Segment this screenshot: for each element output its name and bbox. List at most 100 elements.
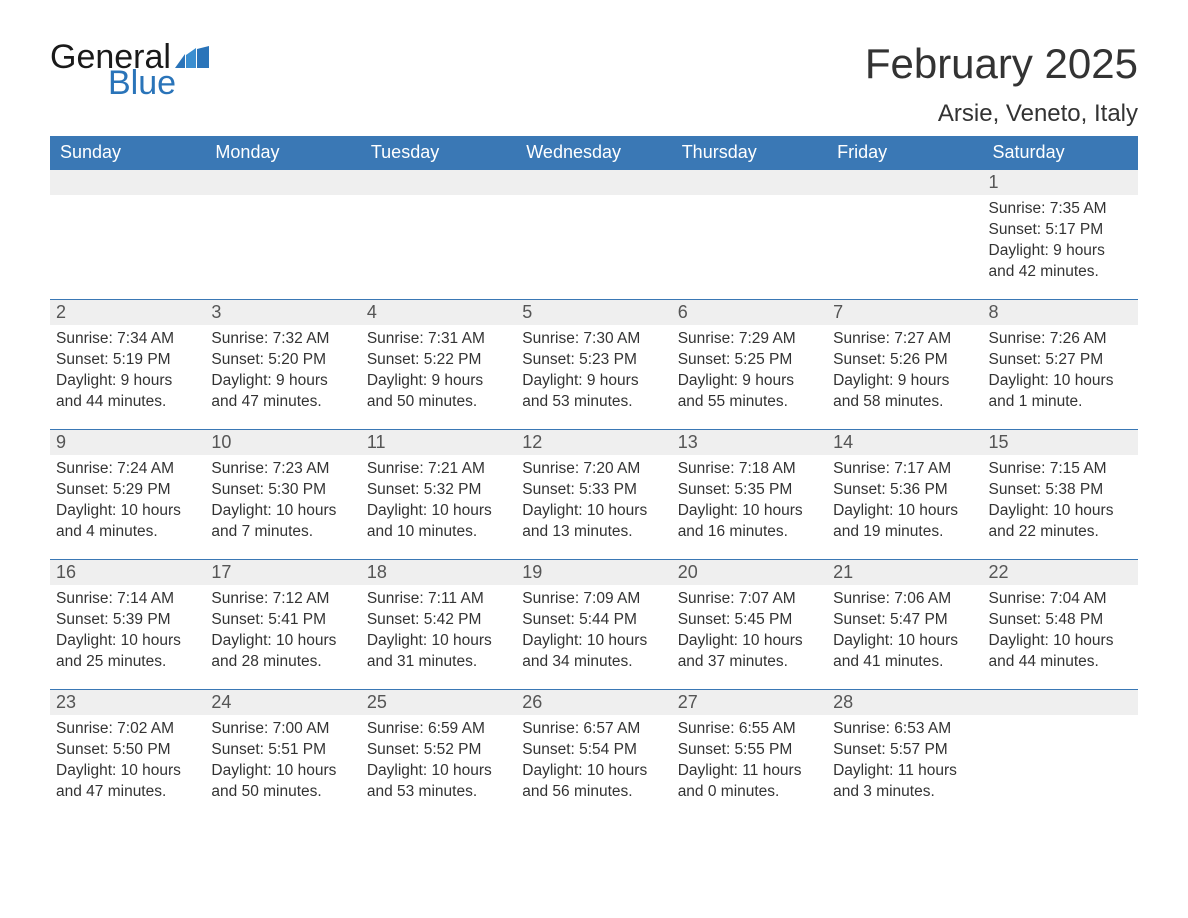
day-number: 14 <box>827 429 982 455</box>
day-details: Sunrise: 7:26 AMSunset: 5:27 PMDaylight:… <box>983 325 1138 425</box>
day-number: 21 <box>827 559 982 585</box>
calendar-week-row: 1Sunrise: 7:35 AMSunset: 5:17 PMDaylight… <box>50 169 1138 299</box>
calendar-day-cell: 4Sunrise: 7:31 AMSunset: 5:22 PMDaylight… <box>361 299 516 429</box>
sunset-line: Sunset: 5:39 PM <box>56 610 199 631</box>
brand-logo: General Blue <box>50 40 209 100</box>
day-details: Sunrise: 7:21 AMSunset: 5:32 PMDaylight:… <box>361 455 516 555</box>
calendar-day-cell: 13Sunrise: 7:18 AMSunset: 5:35 PMDayligh… <box>672 429 827 559</box>
weekday-header: Friday <box>827 136 982 169</box>
sunset-line: Sunset: 5:26 PM <box>833 350 976 371</box>
calendar-day-cell: 22Sunrise: 7:04 AMSunset: 5:48 PMDayligh… <box>983 559 1138 689</box>
calendar-empty-cell <box>516 169 671 299</box>
calendar-empty-cell <box>205 169 360 299</box>
daylight-line: Daylight: 10 hours and 13 minutes. <box>522 501 665 543</box>
sunset-line: Sunset: 5:57 PM <box>833 740 976 761</box>
sunset-line: Sunset: 5:47 PM <box>833 610 976 631</box>
day-number-bar <box>672 169 827 195</box>
calendar-day-cell: 6Sunrise: 7:29 AMSunset: 5:25 PMDaylight… <box>672 299 827 429</box>
sunrise-line: Sunrise: 7:00 AM <box>211 719 354 740</box>
day-number: 7 <box>827 299 982 325</box>
day-number: 6 <box>672 299 827 325</box>
day-details: Sunrise: 7:31 AMSunset: 5:22 PMDaylight:… <box>361 325 516 425</box>
weekday-header: Tuesday <box>361 136 516 169</box>
day-details: Sunrise: 7:02 AMSunset: 5:50 PMDaylight:… <box>50 715 205 815</box>
day-details: Sunrise: 7:20 AMSunset: 5:33 PMDaylight:… <box>516 455 671 555</box>
sunset-line: Sunset: 5:36 PM <box>833 480 976 501</box>
flag-icon <box>175 46 209 68</box>
daylight-line: Daylight: 10 hours and 1 minute. <box>989 371 1132 413</box>
day-number-bar <box>827 169 982 195</box>
calendar-empty-cell <box>50 169 205 299</box>
sunset-line: Sunset: 5:27 PM <box>989 350 1132 371</box>
calendar-day-cell: 12Sunrise: 7:20 AMSunset: 5:33 PMDayligh… <box>516 429 671 559</box>
calendar-day-cell: 18Sunrise: 7:11 AMSunset: 5:42 PMDayligh… <box>361 559 516 689</box>
day-number: 28 <box>827 689 982 715</box>
sunrise-line: Sunrise: 7:27 AM <box>833 329 976 350</box>
sunrise-line: Sunrise: 7:12 AM <box>211 589 354 610</box>
sunset-line: Sunset: 5:25 PM <box>678 350 821 371</box>
sunset-line: Sunset: 5:55 PM <box>678 740 821 761</box>
sunrise-line: Sunrise: 7:21 AM <box>367 459 510 480</box>
sunset-line: Sunset: 5:54 PM <box>522 740 665 761</box>
calendar-day-cell: 9Sunrise: 7:24 AMSunset: 5:29 PMDaylight… <box>50 429 205 559</box>
calendar-empty-cell <box>361 169 516 299</box>
sunrise-line: Sunrise: 7:06 AM <box>833 589 976 610</box>
daylight-line: Daylight: 9 hours and 47 minutes. <box>211 371 354 413</box>
daylight-line: Daylight: 10 hours and 28 minutes. <box>211 631 354 673</box>
sunrise-line: Sunrise: 7:29 AM <box>678 329 821 350</box>
sunrise-line: Sunrise: 6:53 AM <box>833 719 976 740</box>
calendar-day-cell: 25Sunrise: 6:59 AMSunset: 5:52 PMDayligh… <box>361 689 516 819</box>
day-details: Sunrise: 7:06 AMSunset: 5:47 PMDaylight:… <box>827 585 982 685</box>
brand-word2: Blue <box>108 66 209 100</box>
calendar-day-cell: 16Sunrise: 7:14 AMSunset: 5:39 PMDayligh… <box>50 559 205 689</box>
day-number-bar <box>205 169 360 195</box>
day-details: Sunrise: 6:57 AMSunset: 5:54 PMDaylight:… <box>516 715 671 815</box>
sunset-line: Sunset: 5:22 PM <box>367 350 510 371</box>
calendar-day-cell: 7 Sunrise: 7:27 AMSunset: 5:26 PMDaylight… <box>827 299 982 429</box>
daylight-line: Daylight: 10 hours and 47 minutes. <box>56 761 199 803</box>
day-number: 26 <box>516 689 671 715</box>
sunset-line: Sunset: 5:50 PM <box>56 740 199 761</box>
sunset-line: Sunset: 5:19 PM <box>56 350 199 371</box>
sunset-line: Sunset: 5:29 PM <box>56 480 199 501</box>
calendar-empty-cell <box>827 169 982 299</box>
day-number-bar <box>50 169 205 195</box>
day-number: 15 <box>983 429 1138 455</box>
sunset-line: Sunset: 5:42 PM <box>367 610 510 631</box>
day-number: 5 <box>516 299 671 325</box>
calendar-day-cell: 3Sunrise: 7:32 AMSunset: 5:20 PMDaylight… <box>205 299 360 429</box>
calendar-week-row: 2Sunrise: 7:34 AMSunset: 5:19 PMDaylight… <box>50 299 1138 429</box>
sunrise-line: Sunrise: 6:57 AM <box>522 719 665 740</box>
calendar-day-cell: 15Sunrise: 7:15 AMSunset: 5:38 PMDayligh… <box>983 429 1138 559</box>
day-number: 25 <box>361 689 516 715</box>
sunrise-line: Sunrise: 7:26 AM <box>989 329 1132 350</box>
day-number: 9 <box>50 429 205 455</box>
sunrise-line: Sunrise: 7:14 AM <box>56 589 199 610</box>
calendar-day-cell: 24Sunrise: 7:00 AMSunset: 5:51 PMDayligh… <box>205 689 360 819</box>
sunset-line: Sunset: 5:33 PM <box>522 480 665 501</box>
daylight-line: Daylight: 10 hours and 41 minutes. <box>833 631 976 673</box>
sunrise-line: Sunrise: 7:24 AM <box>56 459 199 480</box>
daylight-line: Daylight: 10 hours and 19 minutes. <box>833 501 976 543</box>
day-number: 4 <box>361 299 516 325</box>
sunset-line: Sunset: 5:52 PM <box>367 740 510 761</box>
day-number-bar <box>361 169 516 195</box>
daylight-line: Daylight: 10 hours and 31 minutes. <box>367 631 510 673</box>
day-number: 16 <box>50 559 205 585</box>
day-number: 19 <box>516 559 671 585</box>
sunrise-line: Sunrise: 6:55 AM <box>678 719 821 740</box>
calendar-day-cell: 17Sunrise: 7:12 AMSunset: 5:41 PMDayligh… <box>205 559 360 689</box>
sunrise-line: Sunrise: 7:15 AM <box>989 459 1132 480</box>
sunrise-line: Sunrise: 7:20 AM <box>522 459 665 480</box>
daylight-line: Daylight: 9 hours and 58 minutes. <box>833 371 976 413</box>
weekday-header: Thursday <box>672 136 827 169</box>
daylight-line: Daylight: 10 hours and 22 minutes. <box>989 501 1132 543</box>
calendar-day-cell: 5Sunrise: 7:30 AMSunset: 5:23 PMDaylight… <box>516 299 671 429</box>
daylight-line: Daylight: 11 hours and 0 minutes. <box>678 761 821 803</box>
sunrise-line: Sunrise: 7:31 AM <box>367 329 510 350</box>
sunset-line: Sunset: 5:20 PM <box>211 350 354 371</box>
calendar-week-row: 16 Sunrise: 7:14 AMSunset: 5:39 PM Dayligh… <box>50 559 1138 689</box>
calendar-body: 1Sunrise: 7:35 AMSunset: 5:17 PMDaylight… <box>50 169 1138 819</box>
weekday-header: Wednesday <box>516 136 671 169</box>
day-number: 10 <box>205 429 360 455</box>
